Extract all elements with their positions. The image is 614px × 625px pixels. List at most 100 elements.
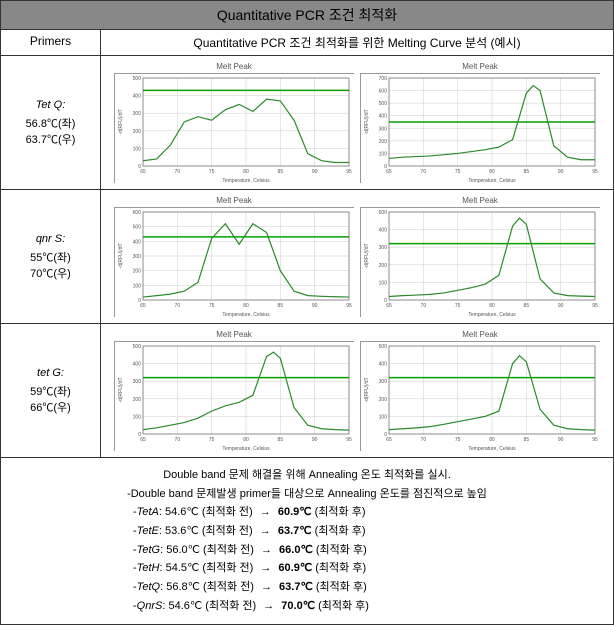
svg-text:85: 85 (524, 169, 530, 175)
primer-row: Tet Q: 56.8℃(좌) 63.7℃(우) Melt Peak010020… (1, 56, 613, 190)
gene-name: TetA (137, 506, 159, 518)
svg-text:500: 500 (379, 210, 388, 216)
melt-chart: 010020030040050065707580859095Temperatur… (114, 341, 354, 451)
main-container: Quantitative PCR 조건 최적화 Primers Quantita… (0, 0, 614, 625)
svg-text:95: 95 (346, 437, 352, 443)
melt-chart: 010020030040050065707580859095Temperatur… (360, 341, 600, 451)
svg-text:95: 95 (346, 169, 352, 175)
footer-line1: Double band 문제 해결을 위해 Annealing 온도 최적화를 … (13, 466, 601, 485)
svg-text:400: 400 (133, 94, 142, 100)
primer-row: qnr S: 55℃(좌) 70℃(우) Melt Peak0100200300… (1, 190, 613, 324)
footer-item: -QnrS: 54.6℃ (최적화 전) → 70.0℃ (최적화 후) (133, 597, 601, 616)
chart-panel: Melt Peak010020030040050065707580859095T… (360, 196, 600, 317)
primer-cell: tet G: 59℃(좌) 66℃(우) (1, 324, 101, 457)
svg-text:90: 90 (558, 169, 564, 175)
chart-title: Melt Peak (114, 62, 354, 71)
svg-text:75: 75 (455, 437, 461, 443)
svg-text:75: 75 (209, 437, 215, 443)
svg-text:300: 300 (379, 379, 388, 385)
svg-text:Temperature, Celsius: Temperature, Celsius (468, 312, 516, 318)
svg-text:200: 200 (379, 397, 388, 403)
svg-text:100: 100 (133, 283, 142, 289)
svg-text:85: 85 (278, 303, 284, 309)
svg-text:300: 300 (379, 126, 388, 132)
svg-text:700: 700 (379, 76, 388, 82)
svg-text:-d(RFU)/dT: -d(RFU)/dT (118, 243, 124, 268)
chart-title: Melt Peak (114, 330, 354, 339)
footer-item: -TetE: 53.6℃ (최적화 전) → 63.7℃ (최적화 후) (133, 522, 601, 541)
temp-after: 66.0℃ (279, 544, 313, 556)
svg-text:70: 70 (175, 169, 181, 175)
primer-name: qnr S: (36, 233, 65, 245)
svg-text:Temperature, Celsius: Temperature, Celsius (468, 178, 516, 184)
temp-after: 63.7℃ (278, 525, 312, 537)
svg-text:300: 300 (133, 379, 142, 385)
footer-item: -TetH: 54.5℃ (최적화 전) → 60.9℃ (최적화 후) (133, 559, 601, 578)
svg-text:Temperature, Celsius: Temperature, Celsius (222, 178, 270, 184)
melt-chart: 010020030040050065707580859095Temperatur… (114, 73, 354, 183)
temp-after: 60.9℃ (278, 562, 312, 574)
svg-text:80: 80 (489, 303, 495, 309)
svg-text:100: 100 (379, 414, 388, 420)
charts-cell: Melt Peak0100200300400500600657075808590… (101, 190, 613, 323)
svg-text:70: 70 (421, 437, 427, 443)
svg-text:95: 95 (346, 303, 352, 309)
svg-text:400: 400 (379, 114, 388, 120)
svg-text:65: 65 (140, 437, 146, 443)
svg-text:70: 70 (421, 303, 427, 309)
chart-title: Melt Peak (360, 62, 600, 71)
footer-item: -TetA: 54.6℃ (최적화 전) → 60.9℃ (최적화 후) (133, 503, 601, 522)
svg-text:70: 70 (175, 437, 181, 443)
chart-title: Melt Peak (360, 330, 600, 339)
svg-text:100: 100 (379, 280, 388, 286)
svg-text:80: 80 (489, 437, 495, 443)
chart-panel: Melt Peak010020030040050065707580859095T… (114, 330, 354, 451)
gene-name: QnrS (137, 600, 163, 612)
primer-row: tet G: 59℃(좌) 66℃(우) Melt Peak0100200300… (1, 324, 613, 458)
svg-text:75: 75 (455, 169, 461, 175)
svg-text:75: 75 (209, 169, 215, 175)
footer-item: -TetG: 56.0℃ (최적화 전) → 66.0℃ (최적화 후) (133, 541, 601, 560)
svg-text:85: 85 (524, 437, 530, 443)
primer-cell: Tet Q: 56.8℃(좌) 63.7℃(우) (1, 56, 101, 189)
arrow-icon: → (261, 544, 272, 556)
svg-text:65: 65 (386, 303, 392, 309)
svg-text:600: 600 (133, 210, 142, 216)
svg-text:100: 100 (379, 151, 388, 157)
svg-text:70: 70 (421, 169, 427, 175)
svg-text:90: 90 (312, 437, 318, 443)
svg-text:70: 70 (175, 303, 181, 309)
charts-cell: Melt Peak010020030040050065707580859095T… (101, 56, 613, 189)
primer-name: tet G: (37, 367, 64, 379)
svg-text:300: 300 (133, 111, 142, 117)
temp-after: 63.7℃ (279, 581, 313, 593)
svg-text:100: 100 (133, 414, 142, 420)
arrow-icon: → (260, 525, 271, 537)
primer-cell: qnr S: 55℃(좌) 70℃(우) (1, 190, 101, 323)
svg-text:95: 95 (592, 303, 598, 309)
svg-text:600: 600 (379, 89, 388, 95)
rows-container: Tet Q: 56.8℃(좌) 63.7℃(우) Melt Peak010020… (1, 56, 613, 458)
temp-after: 70.0℃ (281, 600, 315, 612)
primer-temp-left: 55℃(좌) (30, 249, 71, 265)
svg-text:200: 200 (133, 397, 142, 403)
svg-text:80: 80 (243, 169, 249, 175)
primer-temp-right: 66℃(우) (30, 399, 71, 415)
gene-name: TetG (137, 544, 160, 556)
svg-text:100: 100 (133, 146, 142, 152)
charts-cell: Melt Peak010020030040050065707580859095T… (101, 324, 613, 457)
arrow-icon: → (260, 506, 271, 518)
svg-text:500: 500 (379, 101, 388, 107)
svg-text:Temperature, Celsius: Temperature, Celsius (222, 312, 270, 318)
chart-panel: Melt Peak0100200300400500600657075808590… (114, 196, 354, 317)
temp-after: 60.9℃ (278, 506, 312, 518)
svg-text:80: 80 (489, 169, 495, 175)
chart-panel: Melt Peak010020030040050065707580859095T… (114, 62, 354, 183)
primer-temp-right: 63.7℃(우) (26, 131, 76, 147)
header-analysis: Quantitative PCR 조건 최적화를 위한 Melting Curv… (101, 30, 613, 55)
chart-panel: Melt Peak010020030040050065707580859095T… (360, 330, 600, 451)
arrow-icon: → (263, 600, 274, 612)
svg-text:75: 75 (455, 303, 461, 309)
svg-text:80: 80 (243, 437, 249, 443)
gene-name: TetQ (137, 581, 160, 593)
